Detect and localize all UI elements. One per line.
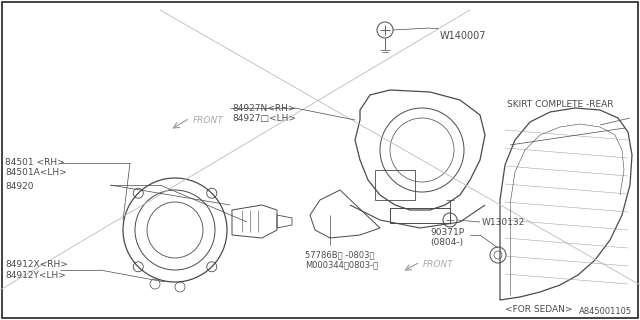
Text: A845001105: A845001105 bbox=[579, 307, 632, 316]
Text: 57786B（ -0803）: 57786B（ -0803） bbox=[305, 250, 374, 259]
Text: 84920: 84920 bbox=[5, 182, 33, 191]
Text: 84912X<RH>: 84912X<RH> bbox=[5, 260, 68, 269]
Bar bbox=[390, 208, 450, 223]
Text: M000344（0803-）: M000344（0803-） bbox=[305, 260, 378, 269]
Text: (0804-): (0804-) bbox=[430, 238, 463, 247]
Text: W130132: W130132 bbox=[482, 218, 525, 227]
Text: 84501 <RH>: 84501 <RH> bbox=[5, 158, 65, 167]
Bar bbox=[375, 170, 415, 200]
Text: 84927N<RH>: 84927N<RH> bbox=[232, 104, 296, 113]
Text: 84501A<LH>: 84501A<LH> bbox=[5, 168, 67, 177]
Text: <FOR SEDAN>: <FOR SEDAN> bbox=[505, 305, 573, 314]
Text: W140007: W140007 bbox=[440, 31, 486, 41]
Text: FRONT: FRONT bbox=[193, 116, 224, 125]
Text: 84912Y<LH>: 84912Y<LH> bbox=[5, 271, 66, 280]
Text: SKIRT COMPLETE -REAR: SKIRT COMPLETE -REAR bbox=[507, 100, 614, 109]
Text: 84927□<LH>: 84927□<LH> bbox=[232, 114, 296, 123]
Text: FRONT: FRONT bbox=[423, 260, 454, 269]
Text: 90371P: 90371P bbox=[430, 228, 464, 237]
